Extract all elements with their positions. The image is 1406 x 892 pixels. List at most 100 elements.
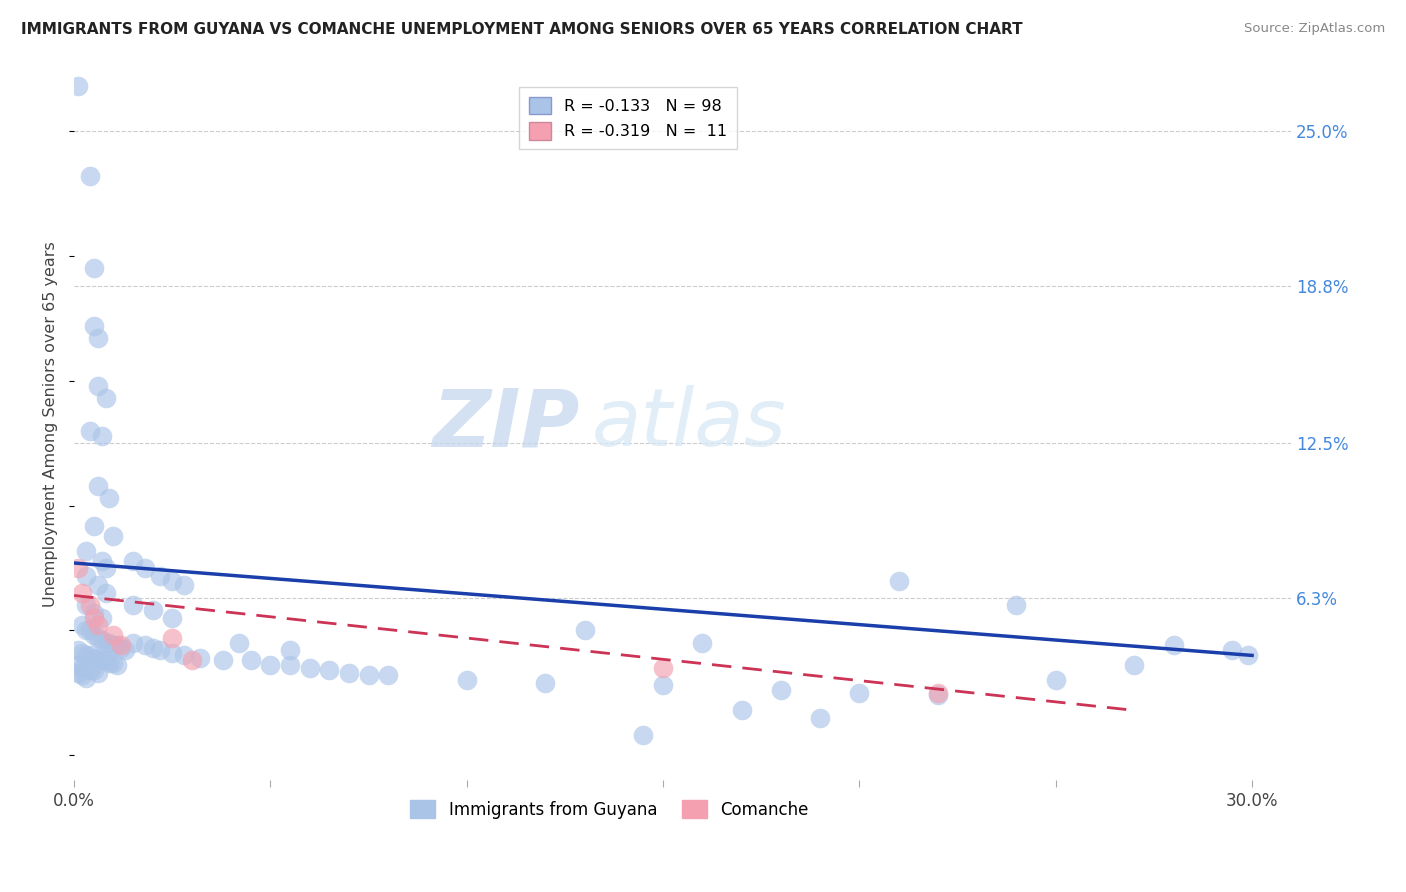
Point — [149, 643, 172, 657]
Point — [110, 639, 132, 653]
Point — [162, 574, 184, 588]
Point — [114, 643, 136, 657]
Point — [357, 668, 380, 682]
Point — [83, 664, 105, 678]
Point — [70, 586, 93, 600]
Point — [633, 728, 655, 742]
Point — [66, 78, 89, 93]
Point — [83, 261, 105, 276]
Point — [1005, 599, 1028, 613]
Point — [188, 651, 211, 665]
Point — [105, 639, 128, 653]
Point — [134, 561, 156, 575]
Point — [83, 606, 105, 620]
Point — [79, 424, 101, 438]
Point — [105, 658, 128, 673]
Point — [83, 318, 105, 333]
Point — [79, 648, 101, 663]
Point — [98, 636, 121, 650]
Legend: Immigrants from Guyana, Comanche: Immigrants from Guyana, Comanche — [404, 793, 815, 825]
Point — [122, 636, 145, 650]
Point — [927, 689, 949, 703]
Point — [86, 478, 108, 492]
Point — [848, 686, 870, 700]
Point — [75, 671, 97, 685]
Point — [86, 631, 108, 645]
Point — [90, 553, 112, 567]
Point — [86, 665, 108, 680]
Point — [377, 668, 399, 682]
Point — [456, 673, 478, 688]
Point — [173, 648, 195, 663]
Y-axis label: Unemployment Among Seniors over 65 years: Unemployment Among Seniors over 65 years — [44, 242, 58, 607]
Point — [75, 624, 97, 638]
Point — [228, 636, 250, 650]
Point — [66, 658, 89, 673]
Point — [83, 651, 105, 665]
Point — [79, 664, 101, 678]
Point — [927, 686, 949, 700]
Point — [103, 528, 125, 542]
Text: atlas: atlas — [592, 385, 786, 464]
Point — [278, 643, 301, 657]
Point — [94, 636, 117, 650]
Point — [769, 683, 792, 698]
Point — [94, 391, 117, 405]
Point — [574, 624, 596, 638]
Point — [83, 628, 105, 642]
Point — [98, 656, 121, 670]
Point — [103, 656, 125, 670]
Point — [83, 518, 105, 533]
Point — [94, 653, 117, 667]
Point — [149, 568, 172, 582]
Point — [70, 661, 93, 675]
Point — [122, 599, 145, 613]
Point — [1222, 643, 1244, 657]
Point — [652, 678, 675, 692]
Point — [134, 639, 156, 653]
Point — [142, 603, 165, 617]
Point — [808, 711, 831, 725]
Point — [298, 661, 321, 675]
Point — [75, 648, 97, 663]
Point — [142, 640, 165, 655]
Point — [94, 561, 117, 575]
Point — [103, 628, 125, 642]
Point — [75, 661, 97, 675]
Point — [1163, 639, 1185, 653]
Point — [162, 646, 184, 660]
Point — [1045, 673, 1067, 688]
Point — [83, 611, 105, 625]
Point — [110, 640, 132, 655]
Point — [86, 331, 108, 345]
Point — [1123, 658, 1146, 673]
Text: Source: ZipAtlas.com: Source: ZipAtlas.com — [1244, 22, 1385, 36]
Point — [79, 169, 101, 183]
Point — [66, 665, 89, 680]
Point — [86, 578, 108, 592]
Point — [239, 653, 262, 667]
Point — [98, 491, 121, 505]
Point — [534, 676, 557, 690]
Text: IMMIGRANTS FROM GUYANA VS COMANCHE UNEMPLOYMENT AMONG SENIORS OVER 65 YEARS CORR: IMMIGRANTS FROM GUYANA VS COMANCHE UNEMP… — [21, 22, 1022, 37]
Point — [212, 653, 235, 667]
Point — [173, 578, 195, 592]
Point — [90, 428, 112, 442]
Point — [90, 653, 112, 667]
Point — [259, 658, 281, 673]
Point — [86, 618, 108, 632]
Point — [103, 639, 125, 653]
Point — [122, 553, 145, 567]
Point — [94, 586, 117, 600]
Point — [66, 561, 89, 575]
Point — [1237, 648, 1260, 663]
Point — [70, 668, 93, 682]
Point — [79, 624, 101, 638]
Point — [692, 636, 714, 650]
Point — [86, 378, 108, 392]
Point — [337, 665, 360, 680]
Point — [75, 599, 97, 613]
Point — [70, 618, 93, 632]
Point — [66, 643, 89, 657]
Point — [75, 568, 97, 582]
